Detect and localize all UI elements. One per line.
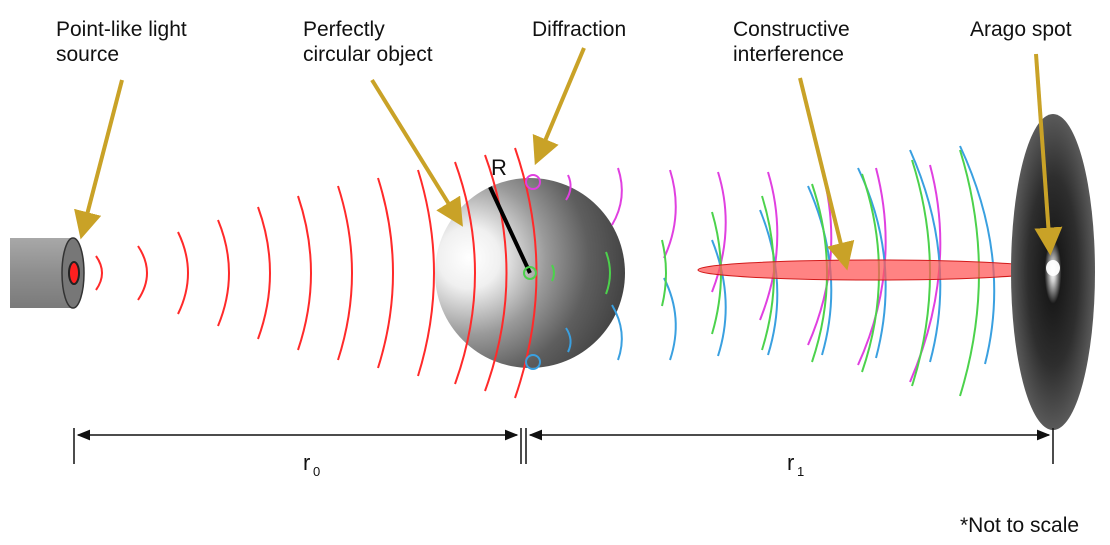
- arrow-object: [370, 78, 463, 227]
- wavefront-1: [95, 255, 103, 291]
- radius-line: [488, 186, 532, 274]
- r0-label: r: [303, 450, 311, 475]
- wavefront-5: [257, 206, 271, 340]
- object-label: Perfectly circular object: [303, 18, 433, 66]
- edge-point-top: [525, 174, 541, 190]
- dimension-lines: [73, 428, 1054, 464]
- wavefront-6: [297, 195, 312, 351]
- incident-wavefronts: [95, 169, 435, 377]
- wavefront-3: [177, 231, 189, 315]
- light-source-emitter: [68, 261, 80, 285]
- object-green-arcs: [551, 251, 611, 295]
- wavefront-2: [137, 245, 148, 301]
- arago-spot: [1046, 260, 1060, 276]
- arrow-constructive: [798, 77, 855, 271]
- arrow-diffraction: [532, 47, 586, 166]
- wavefront-9: [417, 169, 435, 377]
- not-to-scale-note: *Not to scale: [960, 514, 1080, 537]
- radius-label: R: [491, 155, 507, 180]
- wavefront-7: [337, 185, 353, 361]
- light-source-label: Point-like light source: [56, 18, 187, 66]
- wavefront-8: [377, 177, 394, 369]
- arrow-arago: [1034, 53, 1063, 256]
- wavefront-4: [217, 219, 230, 327]
- r1-label: r: [787, 450, 795, 475]
- arago-spot-label: Arago spot: [970, 18, 1072, 41]
- edge-point-bottom: [525, 354, 541, 370]
- r0-subscript: 0: [313, 464, 321, 479]
- diffraction-label: Diffraction: [532, 18, 627, 41]
- light-source: [10, 237, 85, 309]
- arrow-light-source: [74, 79, 124, 240]
- wavefront-10: [454, 161, 476, 385]
- constructive-label: Constructive interference: [733, 18, 850, 66]
- annotation-arrows: [74, 47, 1063, 271]
- center-point: [523, 266, 537, 280]
- wavefront-11: [484, 154, 508, 392]
- constructive-interference-beam: [697, 259, 1049, 281]
- r1-subscript: 1: [797, 464, 805, 479]
